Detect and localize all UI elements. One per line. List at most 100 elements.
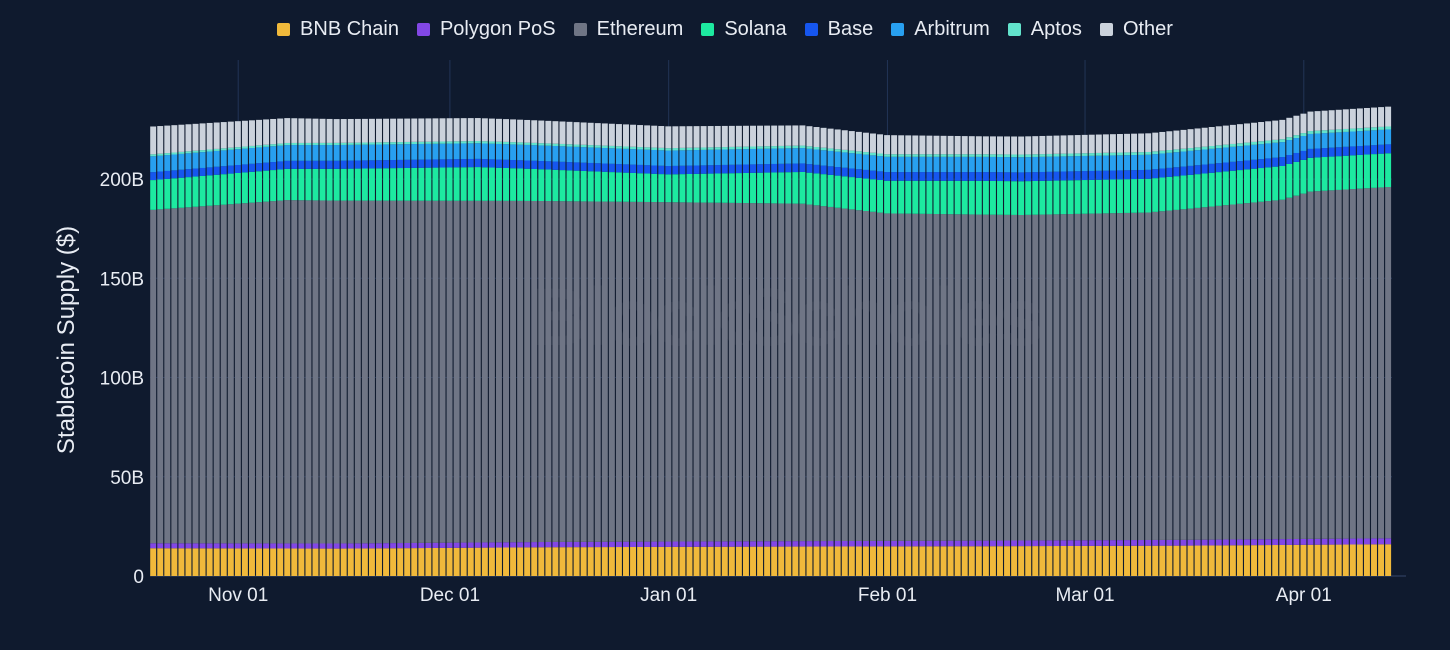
bar-polygon-pos	[383, 543, 390, 549]
bar-arbitrum	[1138, 154, 1145, 170]
bar-polygon-pos	[601, 541, 608, 548]
bar-ethereum	[968, 214, 975, 541]
bar-arbitrum	[326, 145, 333, 161]
legend-item-ethereum[interactable]: Ethereum	[573, 18, 683, 41]
bar-ethereum	[855, 210, 862, 541]
bar-solana	[227, 173, 234, 205]
bar-arbitrum	[750, 148, 756, 165]
bar-aptos	[397, 142, 404, 145]
bar-ethereum	[877, 212, 884, 541]
bar-other	[1321, 110, 1328, 131]
bar-base	[164, 170, 171, 179]
legend-item-arbitrum[interactable]: Arbitrum	[891, 18, 990, 41]
bar-polygon-pos	[884, 540, 891, 547]
bar-other	[467, 118, 474, 142]
bar-aptos	[256, 145, 263, 148]
bar-aptos	[503, 141, 509, 145]
bar-solana	[390, 168, 397, 201]
bar-other	[545, 120, 552, 144]
bar-polygon-pos	[1349, 538, 1356, 545]
bar-solana	[1004, 181, 1011, 215]
bar-ethereum	[1081, 213, 1088, 541]
bar-polygon-pos	[954, 540, 961, 547]
bar-bnb-chain	[256, 548, 263, 576]
bar-bnb-chain	[1173, 545, 1180, 576]
bar-polygon-pos	[771, 541, 778, 547]
bar-solana	[919, 180, 926, 214]
bar-arbitrum	[263, 146, 270, 163]
bar-solana	[1116, 179, 1123, 214]
bar-solana	[1251, 168, 1258, 203]
bar-ethereum	[651, 202, 658, 542]
legend-item-solana[interactable]: Solana	[701, 18, 787, 41]
bar-other	[510, 119, 517, 143]
bar-bnb-chain	[467, 547, 474, 576]
bar-base	[848, 168, 855, 178]
bar-base	[305, 160, 312, 169]
bar-ethereum	[1011, 214, 1018, 541]
bar-solana	[1349, 155, 1356, 190]
legend-item-base[interactable]: Base	[804, 18, 873, 41]
bar-other	[1102, 134, 1109, 153]
bar-ethereum	[510, 200, 517, 543]
bar-arbitrum	[877, 156, 884, 172]
bar-base	[1272, 157, 1279, 167]
bar-aptos	[1236, 143, 1243, 147]
bar-arbitrum	[601, 147, 608, 164]
bar-aptos	[1025, 154, 1032, 158]
bar-bnb-chain	[877, 546, 884, 576]
bar-ethereum	[1032, 214, 1039, 541]
bar-other	[566, 121, 573, 145]
bar-arbitrum	[1222, 147, 1229, 163]
bar-other	[1081, 134, 1088, 154]
bar-base	[940, 172, 947, 181]
bar-polygon-pos	[213, 543, 220, 549]
bar-polygon-pos	[1032, 540, 1039, 547]
bar-arbitrum	[347, 144, 354, 161]
bar-ethereum	[1356, 188, 1363, 539]
bar-aptos	[460, 141, 467, 144]
legend-item-other[interactable]: Other	[1099, 18, 1173, 41]
bar-bnb-chain	[481, 547, 488, 576]
bar-base	[1244, 160, 1250, 170]
bar-polygon-pos	[630, 541, 637, 547]
bar-polygon-pos	[1004, 540, 1011, 547]
bar-polygon-pos	[312, 543, 319, 549]
bar-ethereum	[778, 203, 785, 542]
bar-aptos	[411, 141, 418, 145]
y-tick-label: 200B	[100, 170, 144, 191]
bar-ethereum	[792, 203, 799, 542]
bar-bnb-chain	[1159, 545, 1166, 576]
bar-other	[185, 124, 192, 152]
bar-polygon-pos	[1371, 538, 1377, 545]
bar-ethereum	[1265, 201, 1272, 540]
bar-solana	[1293, 161, 1300, 196]
bar-aptos	[714, 147, 721, 150]
bar-bnb-chain	[298, 548, 305, 576]
bar-solana	[333, 168, 340, 201]
bar-other	[700, 126, 707, 148]
bar-arbitrum	[495, 143, 502, 160]
bar-bnb-chain	[750, 546, 756, 576]
bar-polygon-pos	[566, 541, 573, 548]
bar-bnb-chain	[926, 546, 933, 576]
bar-bnb-chain	[813, 546, 820, 576]
bar-polygon-pos	[1208, 539, 1215, 546]
bar-bnb-chain	[905, 546, 912, 576]
bar-base	[234, 165, 241, 174]
bar-other	[220, 122, 227, 149]
bar-arbitrum	[488, 143, 495, 160]
bar-aptos	[1039, 154, 1046, 157]
bar-aptos	[855, 151, 862, 154]
bar-other	[1138, 133, 1145, 153]
bar-base	[1152, 169, 1159, 179]
bar-ethereum	[1272, 200, 1279, 540]
legend-item-polygon-pos[interactable]: Polygon PoS	[416, 18, 556, 41]
legend-item-aptos[interactable]: Aptos	[1007, 18, 1082, 41]
bar-arbitrum	[1363, 130, 1370, 146]
bar-polygon-pos	[241, 543, 248, 549]
legend-item-bnb-chain[interactable]: BNB Chain	[277, 18, 399, 41]
bar-aptos	[771, 146, 778, 149]
bar-base	[559, 161, 566, 171]
bar-polygon-pos	[742, 541, 749, 547]
